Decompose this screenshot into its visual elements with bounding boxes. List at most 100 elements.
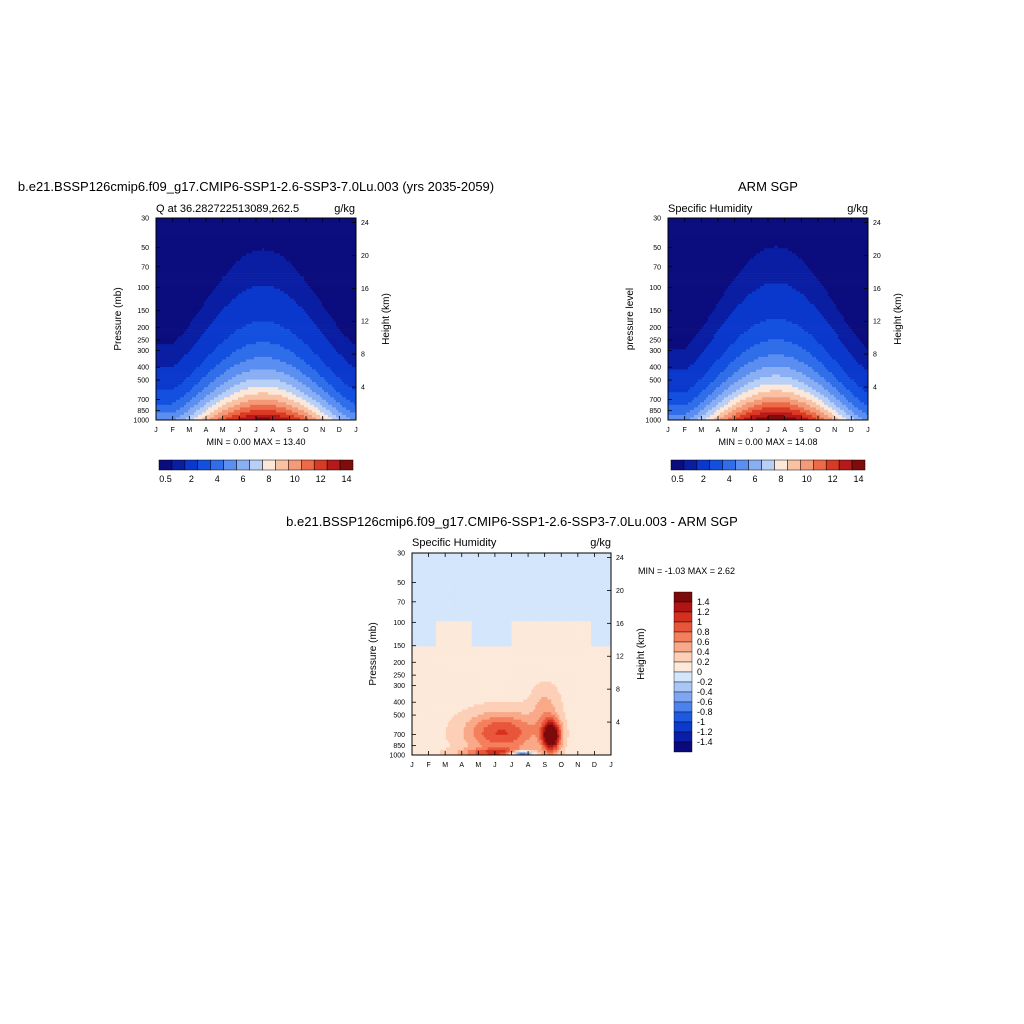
left-cell: [304, 218, 307, 221]
left-cell: [158, 331, 161, 335]
left-cell: [168, 339, 171, 343]
left-cell: [198, 250, 201, 254]
left-cell: [290, 341, 293, 345]
left-cell: [248, 334, 251, 337]
left-cell: [244, 298, 247, 302]
left-cell: [188, 291, 191, 295]
left-cell: [156, 298, 159, 302]
left-cell: [194, 240, 197, 244]
left-cell: [164, 306, 167, 310]
left-cell: [268, 218, 271, 221]
left-cell: [326, 233, 329, 236]
left-cell: [250, 230, 253, 234]
left-cell: [276, 288, 279, 292]
left-cell: [308, 326, 311, 330]
left-cell: [336, 298, 339, 302]
left-cell: [300, 321, 303, 325]
left-cell: [316, 303, 319, 307]
left-cell: [322, 336, 325, 340]
left-cell: [310, 223, 313, 226]
left-cell: [332, 296, 335, 300]
left-cell: [256, 283, 259, 287]
left-cell: [290, 265, 293, 269]
left-cell: [198, 293, 201, 297]
left-cell: [158, 218, 161, 221]
left-cell: [330, 233, 333, 236]
left-cell: [172, 253, 175, 257]
left-cell: [268, 324, 271, 327]
left-cell: [346, 326, 349, 330]
left-cell: [172, 339, 175, 343]
left-cell: [230, 225, 233, 229]
left-cell: [284, 253, 287, 257]
left-cell: [348, 255, 351, 259]
left-cell: [236, 265, 239, 269]
left-cell: [194, 301, 197, 305]
left-cell: [166, 235, 169, 239]
left-cell: [220, 255, 223, 259]
left-cell: [210, 238, 213, 242]
left-cell: [230, 250, 233, 254]
left-cell: [272, 245, 275, 249]
left-cell: [324, 296, 327, 300]
left-cell: [224, 245, 227, 249]
left-cell: [240, 273, 243, 277]
left-cell: [272, 281, 275, 284]
left-cell: [196, 218, 199, 221]
left-cell: [292, 286, 295, 289]
left-cell: [194, 329, 197, 332]
left-cell: [336, 306, 339, 310]
left-cell: [322, 225, 325, 229]
left-cell: [292, 265, 295, 269]
left-cell: [178, 329, 181, 332]
left-cell: [174, 265, 177, 269]
left-cell: [164, 225, 167, 229]
left-cell: [298, 271, 301, 274]
left-cell: [308, 238, 311, 242]
left-cell: [342, 245, 345, 249]
left-cell: [262, 245, 265, 249]
left-cell: [344, 276, 347, 279]
left-cell: [176, 336, 179, 340]
left-cell: [282, 293, 285, 297]
left-cell: [292, 313, 295, 317]
left-cell: [236, 273, 239, 277]
left-cell: [322, 258, 325, 262]
left-cell: [176, 334, 179, 337]
left-cell: [256, 268, 259, 272]
left-cell: [264, 288, 267, 292]
left-cell: [330, 303, 333, 307]
left-cell: [260, 258, 263, 262]
left-cell: [238, 248, 241, 252]
left-cell: [312, 265, 315, 269]
left-cell: [322, 263, 325, 267]
left-cell: [328, 273, 331, 277]
left-cell: [304, 326, 307, 330]
left-cell: [298, 263, 301, 267]
left-cell: [258, 336, 261, 340]
left-cell: [324, 276, 327, 279]
left-cell: [240, 278, 243, 282]
left-cell: [188, 336, 191, 340]
left-cell: [164, 238, 167, 242]
left-cell: [238, 253, 241, 257]
left-cell: [164, 223, 167, 226]
left-cell: [162, 283, 165, 287]
left-cell: [182, 324, 185, 327]
left-cell: [340, 331, 343, 335]
left-cell: [328, 218, 331, 221]
left-cell: [162, 238, 165, 242]
left-cell: [198, 321, 201, 325]
left-cell: [266, 225, 269, 229]
left-cell: [204, 334, 207, 337]
left-cell: [186, 334, 189, 337]
left-cell: [236, 220, 239, 224]
left-cell: [190, 336, 193, 340]
left-cell: [316, 235, 319, 239]
left-cell: [346, 306, 349, 310]
left-cell: [170, 319, 173, 322]
left-cell: [328, 230, 331, 234]
left-cell: [208, 223, 211, 226]
left-cell: [328, 336, 331, 340]
left-cell: [214, 220, 217, 224]
